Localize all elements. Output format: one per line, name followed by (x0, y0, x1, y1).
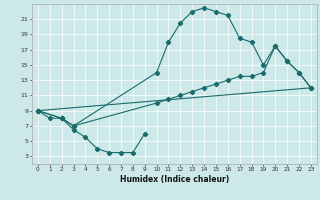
X-axis label: Humidex (Indice chaleur): Humidex (Indice chaleur) (120, 175, 229, 184)
